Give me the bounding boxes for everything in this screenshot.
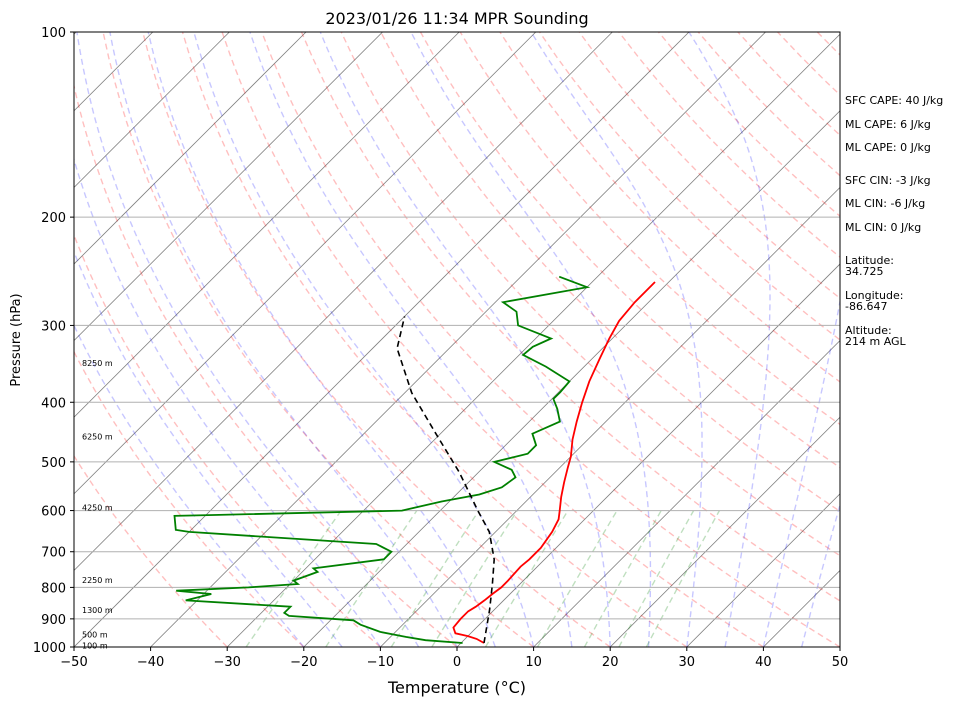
dry-adiabat-line	[142, 32, 611, 647]
mixing-ratio-line	[325, 510, 418, 647]
y-tick-label: 500	[41, 456, 66, 471]
x-tick-label: −40	[137, 655, 164, 670]
mixing-ratio-line	[431, 510, 518, 647]
y-tick-label: 200	[41, 211, 66, 226]
x-tick-label: 30	[679, 655, 696, 670]
altitude-label: Altitude:	[845, 324, 892, 337]
isotherm-line	[74, 32, 307, 265]
x-tick-label: −30	[213, 655, 240, 670]
moist-adiabat-line	[76, 32, 420, 647]
height-label: 8250 m	[82, 359, 113, 368]
isotherm-line	[609, 416, 840, 647]
x-tick-label: −50	[60, 655, 87, 670]
latitude-label: Latitude:	[845, 254, 894, 267]
background-lines	[74, 32, 840, 647]
height-label: 1300 m	[82, 606, 113, 615]
moist-adiabat-line	[688, 32, 771, 647]
y-tick-label: 400	[41, 396, 66, 411]
latitude-value: 34.725	[845, 265, 884, 278]
longitude-label: Longitude:	[845, 289, 904, 302]
y-tick-label: 1000	[33, 641, 66, 656]
moist-adiabat-line	[74, 250, 343, 647]
y-tick-label: 700	[41, 546, 66, 561]
mixing-ratio-line	[618, 510, 695, 647]
y-tick-label: 600	[41, 505, 66, 520]
dry-adiabat-line	[74, 83, 458, 647]
dry-adiabat-line	[74, 350, 305, 647]
moist-adiabat-line	[801, 502, 840, 647]
moist-adiabat-line	[762, 297, 840, 647]
x-tick-label: 40	[755, 655, 772, 670]
dry-adiabat-line	[181, 32, 688, 647]
sfc-cape: SFC CAPE: 40 J/kg	[845, 94, 944, 107]
dewpoint-line	[173, 275, 591, 644]
dry-adiabat-line	[74, 454, 228, 647]
x-axis-ticks: −50 −40 −30 −20 −10 0 10 20 30 40 50	[60, 647, 848, 670]
moist-adiabat-line	[109, 32, 458, 647]
isotherm-line	[456, 263, 840, 647]
isotherm-line	[150, 32, 766, 647]
y-tick-label: 300	[41, 319, 66, 334]
height-label: 500 m	[82, 631, 108, 640]
y-tick-label: 900	[41, 613, 66, 628]
moist-adiabat-line	[193, 32, 535, 647]
plot-frame	[73, 31, 841, 648]
moist-adiabat-line	[74, 157, 381, 647]
pressure-gridlines	[74, 31, 840, 648]
x-tick-label: −20	[290, 655, 317, 670]
isotherm-line	[74, 32, 537, 495]
height-label: 100 m	[82, 642, 108, 651]
height-label: 4250 m	[82, 503, 113, 512]
isotherm-line	[74, 32, 690, 647]
temperature-line	[452, 281, 656, 644]
moist-adiabat-line	[249, 32, 573, 647]
moist-adiabat-line	[319, 32, 611, 647]
isotherm-line	[533, 340, 840, 647]
isotherm-line	[74, 32, 613, 571]
dry-adiabat-line	[74, 233, 381, 647]
isotherm-line	[226, 33, 840, 647]
y-tick-label: 100	[41, 26, 66, 41]
mixing-ratio-line	[645, 510, 721, 647]
x-tick-label: −10	[367, 655, 394, 670]
y-axis-label: Pressure (hPa)	[9, 293, 24, 386]
dry-adiabat-line	[578, 32, 840, 300]
mixing-ratio-line	[484, 510, 569, 647]
isotherm-line	[686, 493, 840, 647]
isotherm-line	[380, 186, 840, 647]
isotherm-line	[74, 32, 230, 188]
mixing-ratio-line	[536, 510, 618, 647]
dry-adiabat-line	[221, 32, 764, 647]
altitude-value: 214 m AGL	[845, 335, 906, 348]
sfc-cin: SFC CIN: -3 J/kg	[845, 174, 931, 187]
chart-title: 2023/01/26 11:34 MPR Sounding	[325, 9, 588, 28]
height-label: 6250 m	[82, 433, 113, 442]
height-labels: 8250 m 6250 m 4250 m 2250 m 1300 m 500 m 100 m	[82, 359, 113, 651]
x-tick-label: 50	[832, 655, 849, 670]
height-label: 2250 m	[82, 576, 113, 585]
ml-cin-2: ML CIN: 0 J/kg	[845, 221, 922, 234]
longitude-value: -86.647	[845, 300, 888, 313]
ml-cin-1: ML CIN: -6 J/kg	[845, 197, 926, 210]
sounding-series	[173, 275, 656, 644]
ml-cape-2: ML CAPE: 0 J/kg	[845, 141, 931, 154]
isotherm-line	[74, 32, 460, 418]
moist-adiabat-line	[147, 32, 496, 647]
parcel-line	[396, 316, 496, 644]
isotherm-line	[303, 110, 840, 647]
dry-adiabat-line	[102, 32, 535, 647]
moist-adiabat-line	[410, 32, 652, 647]
mixing-ratio-line	[583, 510, 662, 647]
dry-adiabat-line	[261, 32, 840, 647]
y-axis-ticks: 100 200 300 400 500 600 700 800 900 1000	[33, 26, 74, 656]
x-tick-label: 20	[602, 655, 619, 670]
x-tick-label: 10	[525, 655, 542, 670]
isotherm-line	[74, 32, 383, 342]
x-axis-label: Temperature (°C)	[387, 678, 526, 697]
y-tick-label: 800	[41, 581, 66, 596]
ml-cape-1: ML CAPE: 6 J/kg	[845, 118, 931, 131]
x-tick-label: 0	[453, 655, 461, 670]
moist-adiabat-line	[530, 32, 703, 647]
